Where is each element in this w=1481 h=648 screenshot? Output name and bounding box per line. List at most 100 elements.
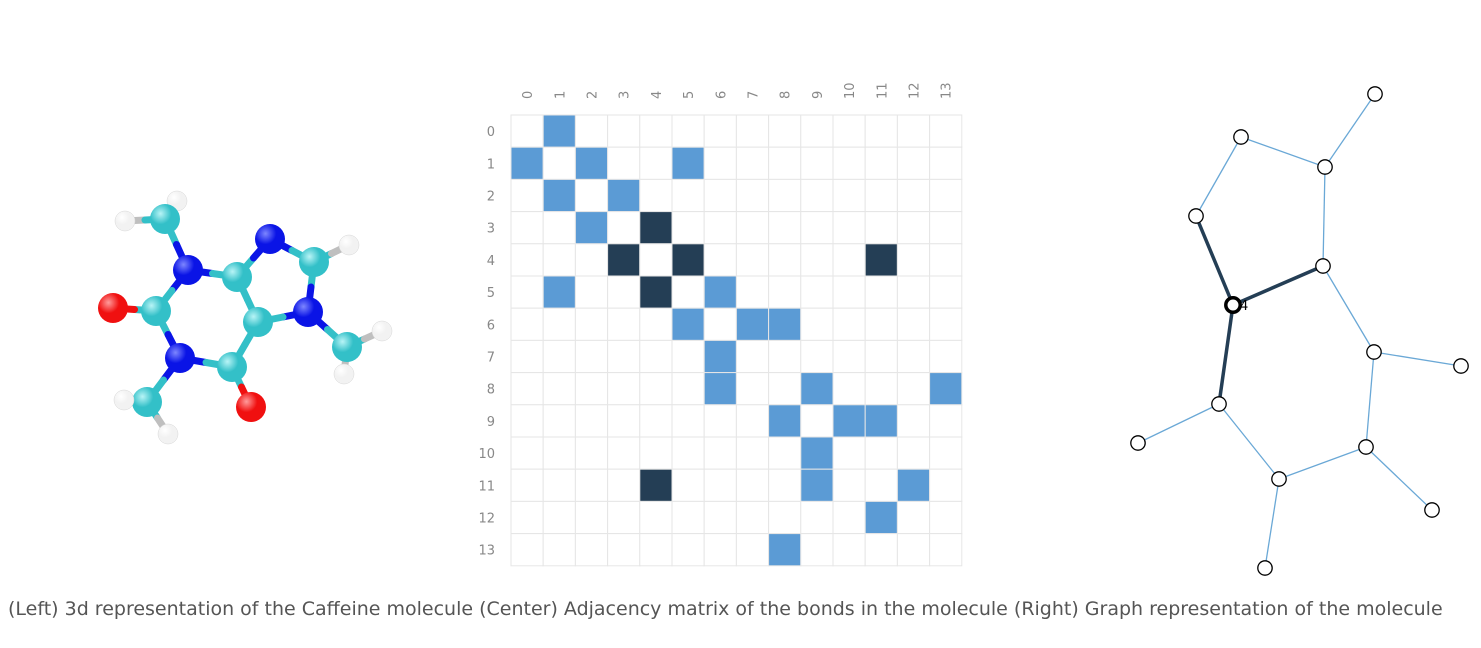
matrix-cell-4-7 <box>735 243 770 277</box>
matrix-cell-3-7 <box>735 211 770 245</box>
matrix-cell-8-8 <box>768 372 802 406</box>
matrix-cell-7-1 <box>542 339 576 374</box>
matrix-cell-9-7 <box>735 404 770 438</box>
graph-edge <box>1195 136 1242 217</box>
matrix-cell-11-7 <box>735 468 770 502</box>
matrix-cell-9-8 <box>768 404 802 438</box>
matrix-cell-7-0 <box>510 339 544 374</box>
matrix-cell-10-11 <box>864 436 898 470</box>
matrix-cell-10-10 <box>832 436 866 470</box>
matrix-cell-12-7 <box>735 500 770 535</box>
graph-edge <box>1264 478 1280 569</box>
matrix-cell-0-5 <box>671 114 705 148</box>
carbon-atom <box>217 352 247 382</box>
matrix-cell-7-13 <box>929 339 963 374</box>
matrix-cell-11-0 <box>510 468 544 502</box>
matrix-cell-4-6 <box>703 243 737 277</box>
matrix-cell-10-7 <box>735 436 770 470</box>
graph-edge <box>1324 93 1376 168</box>
matrix-cell-10-2 <box>574 436 609 470</box>
matrix-cell-2-13 <box>929 178 963 213</box>
graph-edge <box>1322 265 1375 353</box>
graph-node <box>1424 502 1440 518</box>
matrix-cell-3-4 <box>639 211 673 245</box>
row-label: 5 <box>487 286 495 301</box>
matrix-cell-11-11 <box>864 468 898 502</box>
matrix-cell-1-8 <box>768 146 802 180</box>
row-label: 13 <box>478 544 495 559</box>
matrix-cell-8-4 <box>639 372 673 406</box>
matrix-cell-9-11 <box>864 404 898 438</box>
hydrogen-atom <box>371 320 393 342</box>
graph-edge <box>1365 446 1433 511</box>
matrix-cell-13-13 <box>929 533 963 567</box>
matrix-cell-7-5 <box>671 339 705 374</box>
hydrogen-atom <box>113 389 135 411</box>
carbon-atom <box>332 332 362 362</box>
graph-edge <box>1240 136 1326 168</box>
matrix-cell-4-0 <box>510 243 544 277</box>
matrix-cell-3-10 <box>832 211 866 245</box>
matrix-cell-7-12 <box>896 339 931 374</box>
matrix-cell-5-3 <box>607 275 641 309</box>
graph-edge-highlighted <box>1194 215 1235 306</box>
matrix-cell-2-2 <box>574 178 609 213</box>
graph-edge <box>1322 166 1326 267</box>
matrix-cell-8-10 <box>832 372 866 406</box>
matrix-cell-0-4 <box>639 114 673 148</box>
graph-node <box>1130 435 1146 451</box>
matrix-cell-7-11 <box>864 339 898 374</box>
graph-node <box>1211 396 1227 412</box>
matrix-cell-7-6 <box>703 339 737 374</box>
matrix-cell-2-6 <box>703 178 737 213</box>
matrix-cell-1-5 <box>671 146 705 180</box>
matrix-cell-0-1 <box>542 114 576 148</box>
row-label: 9 <box>487 415 495 430</box>
matrix-cell-6-12 <box>896 307 931 341</box>
matrix-cell-3-13 <box>929 211 963 245</box>
matrix-cell-8-3 <box>607 372 641 406</box>
row-label: 7 <box>487 351 495 366</box>
graph-edge-highlighted <box>1217 304 1235 405</box>
matrix-cell-12-12 <box>896 500 931 535</box>
matrix-cell-11-12 <box>896 468 931 502</box>
matrix-cell-4-4 <box>639 243 673 277</box>
matrix-cell-11-1 <box>542 468 576 502</box>
matrix-cell-9-13 <box>929 404 963 438</box>
matrix-cell-8-13 <box>929 372 963 406</box>
hydrogen-atom <box>333 363 355 385</box>
matrix-cell-6-11 <box>864 307 898 341</box>
column-label: 5 <box>682 91 697 99</box>
matrix-cell-7-10 <box>832 339 866 374</box>
matrix-cell-6-7 <box>735 307 770 341</box>
carbon-atom <box>150 204 180 234</box>
row-label: 10 <box>478 447 495 462</box>
column-label: 7 <box>747 91 762 99</box>
matrix-cell-2-10 <box>832 178 866 213</box>
matrix-cell-5-8 <box>768 275 802 309</box>
matrix-cell-12-11 <box>864 500 898 535</box>
matrix-cell-13-1 <box>542 533 576 567</box>
matrix-cell-5-10 <box>832 275 866 309</box>
matrix-cell-13-3 <box>607 533 641 567</box>
matrix-cell-1-9 <box>800 146 834 180</box>
matrix-cell-0-10 <box>832 114 866 148</box>
column-label: 4 <box>650 91 665 99</box>
matrix-cell-2-11 <box>864 178 898 213</box>
matrix-cell-12-9 <box>800 500 834 535</box>
molecule-graph: 4 <box>1130 86 1469 576</box>
matrix-cell-1-0 <box>510 146 544 180</box>
column-label: 3 <box>618 91 633 99</box>
matrix-cell-12-4 <box>639 500 673 535</box>
matrix-cell-11-8 <box>768 468 802 502</box>
matrix-cell-11-3 <box>607 468 641 502</box>
matrix-cell-11-2 <box>574 468 609 502</box>
column-label: 12 <box>908 82 923 99</box>
matrix-cell-9-9 <box>800 404 834 438</box>
graph-node <box>1453 358 1469 374</box>
matrix-cell-7-4 <box>639 339 673 374</box>
matrix-cell-13-9 <box>800 533 834 567</box>
matrix-cell-10-3 <box>607 436 641 470</box>
matrix-cell-2-0 <box>510 178 544 213</box>
